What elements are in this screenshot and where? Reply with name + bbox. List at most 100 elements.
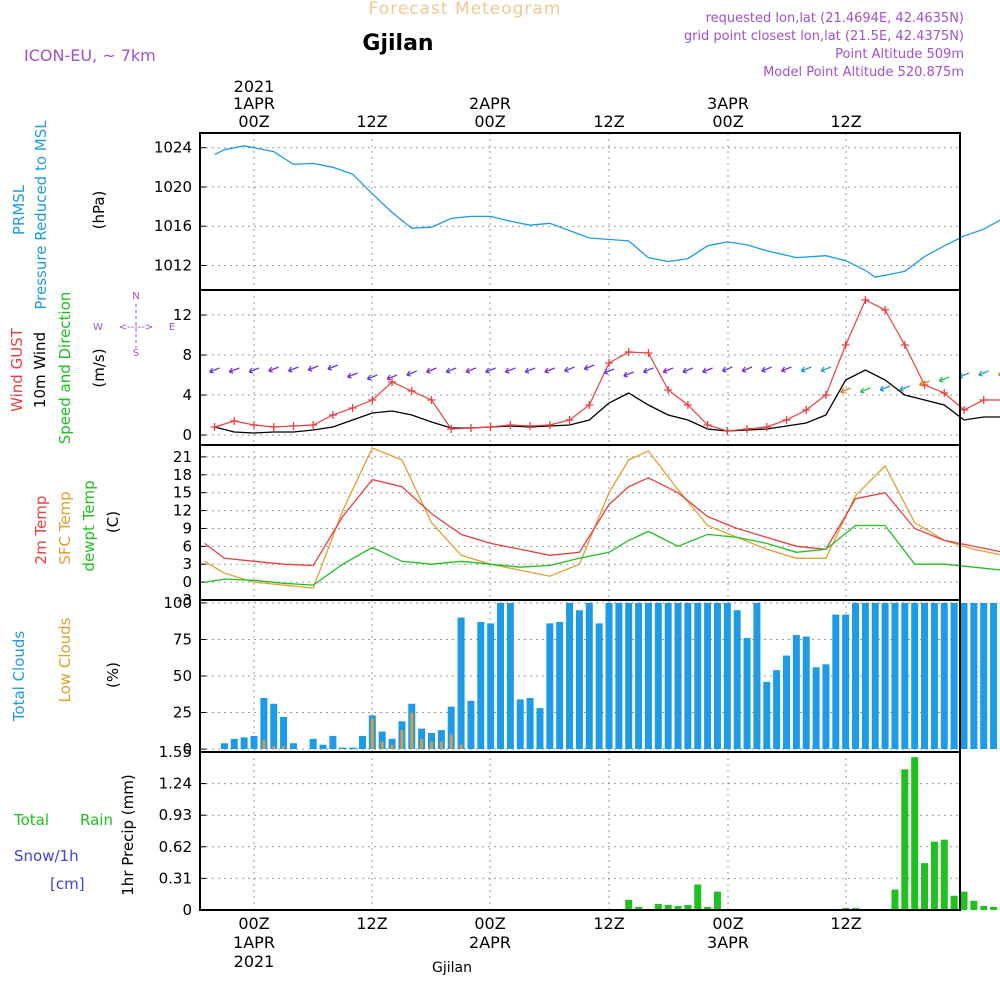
low-cloud-bar xyxy=(282,746,286,750)
total-cloud-bar xyxy=(260,697,268,750)
requested-coords: requested lon,lat (21.4694E, 42.4635N) xyxy=(706,11,964,26)
total-cloud-bar xyxy=(349,747,357,750)
total-cloud-bar xyxy=(605,602,613,750)
compass-w: W xyxy=(93,322,103,333)
rain-bar xyxy=(635,906,643,910)
total-cloud-bar xyxy=(921,602,929,750)
wind-direction-arrow xyxy=(919,380,930,387)
wind-direction-arrow xyxy=(800,366,812,373)
wind-gust-marker xyxy=(861,296,870,304)
total-cloud-bar xyxy=(635,602,643,750)
wind-gust-marker xyxy=(407,387,416,395)
temp-ytick-8: 21 xyxy=(173,448,192,466)
pressure-ytick-2: 1020 xyxy=(154,178,192,196)
total-cloud-bar xyxy=(477,621,485,750)
wind-direction-arrow xyxy=(485,367,496,374)
temp-ytick-0: -3 xyxy=(177,591,192,609)
low-cloud-bar xyxy=(459,744,463,750)
wind-gust-marker xyxy=(210,423,219,431)
rain-bar xyxy=(990,906,998,910)
wind-gust-marker xyxy=(644,349,653,357)
wind-gust-marker xyxy=(979,396,988,404)
temp-frame xyxy=(199,444,961,601)
model-altitude: Model Point Altitude 520.875m xyxy=(763,65,964,80)
wind-gust-marker xyxy=(309,421,318,429)
temp-label-2: SFC Temp xyxy=(56,491,74,564)
clouds-ytick-2: 50 xyxy=(173,667,192,685)
bottom-tick-0: 00Z xyxy=(238,914,269,933)
total-cloud-bar xyxy=(664,602,672,750)
wind-gust-marker xyxy=(900,341,909,349)
wind-direction-arrow xyxy=(623,371,634,378)
total-cloud-bar xyxy=(861,602,869,750)
wind-direction-arrow xyxy=(978,370,989,377)
wind-gust-marker xyxy=(959,406,968,414)
location-title: Gjilan xyxy=(362,31,433,56)
wind-gust-marker xyxy=(585,401,594,409)
gridpoint-coords: grid point closest lon,lat (21.5E, 42.43… xyxy=(684,29,964,44)
rain-bar xyxy=(930,841,938,910)
total-cloud-bar xyxy=(960,602,968,750)
total-cloud-bar xyxy=(842,614,850,750)
precip-ytick-4: 1.24 xyxy=(159,775,192,793)
wind-gust-marker xyxy=(723,427,732,435)
wind-gust-marker xyxy=(328,411,337,419)
total-cloud-bar xyxy=(329,735,337,750)
total-cloud-bar xyxy=(270,703,278,750)
precip-axis-label: 1hr Precip (mm) xyxy=(119,774,137,895)
temp-ytick-1: 0 xyxy=(182,573,192,591)
total-cloud-bar xyxy=(694,602,702,750)
precip-rain-label: Rain xyxy=(80,811,113,829)
temp-unit: (C) xyxy=(104,511,122,533)
compass-e: E xyxy=(169,322,175,333)
wind-ytick-3: 12 xyxy=(173,306,192,324)
total-cloud-bar xyxy=(309,738,317,750)
wind-gust-marker xyxy=(605,359,613,367)
bottom-year-label: 2021 xyxy=(234,952,275,971)
wind-gust-marker xyxy=(348,404,357,412)
rain-bar xyxy=(970,900,978,910)
wind-unit: (m/s) xyxy=(90,348,108,387)
total-cloud-bar xyxy=(457,617,465,750)
wind-ytick-1: 4 xyxy=(182,386,192,404)
total-cloud-bar xyxy=(802,636,810,750)
top-year-label: 2021 xyxy=(234,77,275,96)
clouds-unit: (%) xyxy=(104,662,122,688)
rain-bar xyxy=(921,863,929,910)
top-tick-2: 00Z xyxy=(474,112,505,131)
pressure-ytick-3: 1024 xyxy=(154,139,192,157)
total-cloud-bar xyxy=(822,664,830,750)
total-cloud-bar xyxy=(487,623,495,750)
compass-n: N xyxy=(132,291,139,302)
total-cloud-bar xyxy=(812,667,820,750)
wind-direction-arrow xyxy=(642,367,654,374)
top-tick-3: 12Z xyxy=(593,112,624,131)
total-cloud-bar xyxy=(427,733,435,750)
rain-bar xyxy=(852,907,860,910)
wind-gust-line xyxy=(214,299,1000,432)
wind-direction-arrow xyxy=(583,364,595,371)
total-cloud-bar xyxy=(575,610,583,750)
point-altitude: Point Altitude 509m xyxy=(835,47,964,62)
temp-ytick-3: 6 xyxy=(182,537,192,555)
top-tick-1: 12Z xyxy=(356,112,387,131)
wind-direction-arrow xyxy=(820,366,832,373)
total-cloud-bar xyxy=(625,602,633,750)
wind-direction-arrow xyxy=(504,367,516,374)
low-cloud-bar xyxy=(262,740,266,750)
low-cloud-bar xyxy=(400,730,404,750)
bottom-tick-1: 12Z xyxy=(356,914,387,933)
clouds-label-2: Low Clouds xyxy=(56,617,74,702)
total-cloud-bar xyxy=(566,602,574,750)
wind-speed-line xyxy=(214,369,1000,434)
rain-bar xyxy=(940,839,948,910)
pressure-ytick-1: 1016 xyxy=(154,217,192,235)
total-cloud-bar xyxy=(753,602,761,750)
wind-gust-marker xyxy=(447,425,456,433)
wind-direction-arrow xyxy=(859,387,871,394)
wind-gust-marker xyxy=(368,396,377,404)
pressure-label-2: Pressure Reduced to MSL xyxy=(32,120,50,310)
total-cloud-bar xyxy=(240,737,248,750)
top-tick-0: 00Z xyxy=(238,112,269,131)
